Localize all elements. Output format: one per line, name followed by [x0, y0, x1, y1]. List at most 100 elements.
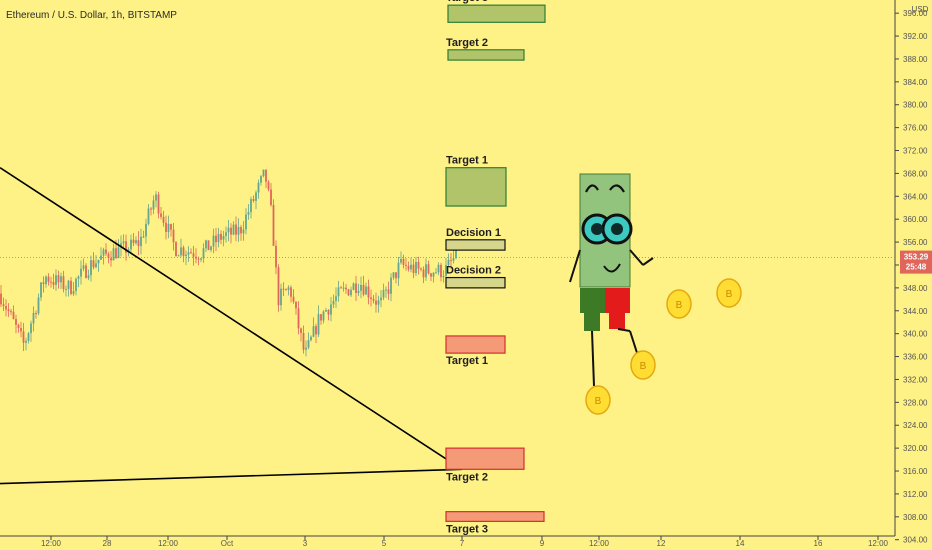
zone-long-target-box [445, 167, 507, 207]
candle-body [145, 223, 147, 237]
bitcoin-coin-icon [585, 385, 611, 415]
candle-body [32, 313, 35, 324]
candle-body [45, 276, 47, 285]
candle-body [272, 204, 275, 246]
candle-body [367, 286, 370, 298]
time-tick-label: 9 [540, 539, 545, 548]
price-tick-label: 348.00 [903, 284, 928, 293]
candle-body [140, 236, 142, 247]
candle-body [255, 192, 257, 201]
candle-body [95, 263, 97, 268]
price-tick-label: 380.00 [903, 101, 928, 110]
zone-label: Target 2 [446, 37, 488, 49]
rising-trendline [0, 468, 463, 485]
time-tick-label: 12:00 [868, 539, 889, 548]
candle-body [405, 264, 407, 267]
candle-body [37, 297, 40, 314]
candle-body [327, 309, 330, 315]
candle-body [60, 276, 62, 283]
candle-body [382, 289, 385, 298]
candle-body [77, 276, 80, 279]
time-tick-label: 12:00 [158, 539, 179, 548]
candle-body [385, 289, 387, 291]
character-arm [642, 257, 654, 266]
candle-body [425, 264, 427, 278]
candle-body [67, 280, 70, 289]
time-tick-label: 7 [460, 539, 465, 548]
candles [0, 169, 457, 357]
candle-body [202, 248, 205, 259]
candle-body [290, 287, 292, 297]
candle-body [107, 253, 110, 259]
candle-body [442, 275, 445, 278]
character-arm [569, 249, 581, 283]
price-tick-label: 340.00 [903, 330, 928, 339]
character-eyebrow [585, 184, 599, 193]
price-tick-label: 384.00 [903, 78, 928, 87]
candle-body [315, 326, 317, 335]
character-eyebrow [609, 184, 625, 193]
candle-body [192, 253, 195, 257]
candle-body [162, 216, 165, 223]
candle-body [452, 258, 455, 261]
candle-body [132, 239, 135, 244]
candle-body [90, 260, 92, 276]
candle-body [280, 288, 282, 306]
candle-body [325, 309, 327, 312]
candle-body [35, 313, 37, 315]
zone-long-target-box [447, 4, 546, 23]
time-tick-label: 12 [657, 539, 666, 548]
candle-body [375, 300, 377, 305]
candle-body [242, 229, 245, 234]
candle-body [287, 287, 290, 291]
candle-body [232, 224, 235, 235]
candle-character [569, 173, 654, 387]
candle-body [65, 288, 67, 290]
candle-body [275, 245, 277, 268]
price-tick-label: 356.00 [903, 238, 928, 247]
time-tick-label: 5 [382, 539, 387, 548]
candle-body [355, 283, 357, 294]
candle-body [22, 331, 25, 343]
character-leg [617, 328, 631, 332]
candle-body [227, 227, 230, 233]
candle-body [52, 282, 55, 285]
candle-body [165, 222, 167, 232]
candle-body [155, 194, 157, 201]
candle-body [257, 182, 260, 193]
candle-body [152, 200, 155, 210]
candle-body [262, 169, 265, 177]
candle-body [337, 287, 340, 297]
candle-body [200, 258, 202, 260]
candle-body [247, 212, 250, 215]
zone-short-target-box [445, 335, 506, 354]
zone-decision-box [445, 276, 506, 289]
candle-body [25, 340, 27, 343]
candle-body [320, 314, 322, 321]
current-price-value: 353.29 [904, 253, 929, 262]
candle-body [50, 281, 52, 283]
candle-body [282, 288, 285, 290]
candle-body [225, 232, 227, 236]
candle-body [215, 235, 217, 243]
candle-body [427, 264, 430, 274]
candle-body [292, 296, 295, 302]
candle-body [445, 265, 447, 276]
candle-body [115, 248, 117, 258]
candle-body [387, 289, 390, 294]
candle-body [455, 249, 457, 259]
price-tick-label: 344.00 [903, 307, 928, 316]
candle-body [447, 259, 450, 266]
price-tick-label: 360.00 [903, 215, 928, 224]
zone-label: Decision 1 [446, 227, 501, 239]
zone-label: Target 3 [446, 0, 488, 4]
candle-body [7, 309, 10, 312]
zone-label: Target 2 [446, 471, 488, 483]
candle-body [440, 264, 442, 278]
candle-body [112, 248, 115, 261]
character-arm [629, 249, 644, 266]
candle-body [187, 252, 190, 255]
character-smile [603, 263, 621, 273]
